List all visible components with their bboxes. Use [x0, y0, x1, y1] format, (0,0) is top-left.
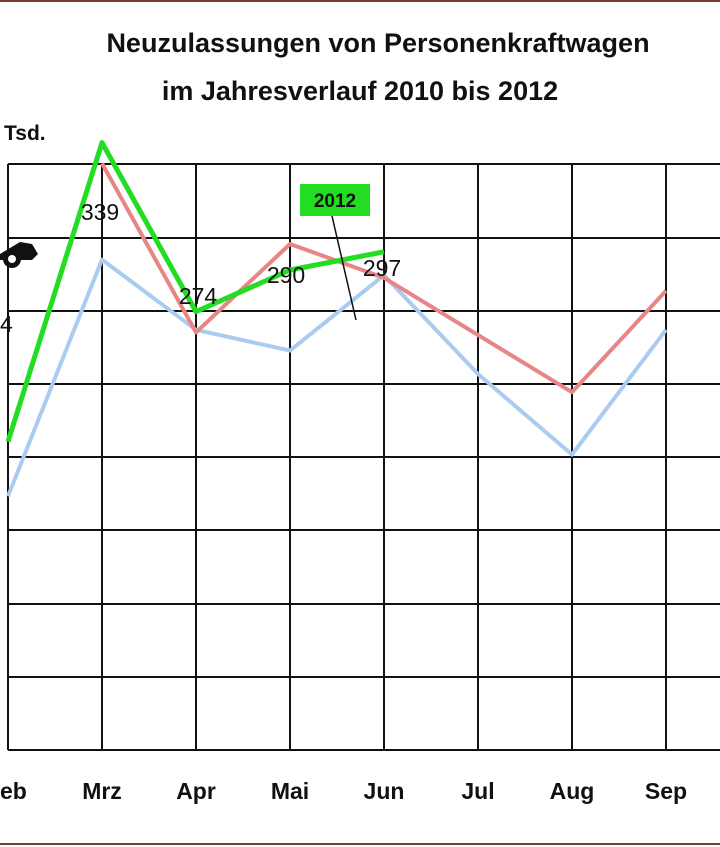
series-lines	[5, 140, 668, 497]
x-tick-label: Jun	[364, 778, 405, 804]
x-tick-label: Apr	[176, 778, 216, 804]
car-icon	[0, 242, 38, 268]
data-label: 297	[363, 255, 401, 281]
x-tick-label: Sep	[645, 778, 687, 804]
series-line-1	[100, 162, 668, 395]
series-tag-leader	[331, 215, 357, 321]
x-tick-label: Mrz	[82, 778, 122, 804]
y-axis-unit-label: Tsd.	[4, 122, 46, 145]
chart-title-line-1: Neuzulassungen von Personenkraftwagen	[106, 28, 650, 58]
data-label: 4	[0, 311, 13, 337]
series-tag-box	[300, 184, 370, 216]
series-line-2	[6, 257, 668, 497]
chart-title-line-2: im Jahresverlauf 2010 bis 2012	[161, 76, 559, 106]
data-label: 290	[267, 262, 305, 288]
series-tag: 2012	[300, 184, 370, 321]
x-axis-tick-labels: eb Mrz Apr Mai Jun Jul Aug Sep	[0, 778, 687, 804]
x-tick-label: Mai	[271, 778, 309, 804]
x-tick-label: eb	[0, 778, 27, 804]
data-label: 274	[179, 283, 218, 309]
data-label: 339	[81, 199, 119, 225]
series-tag-label: 2012	[314, 191, 356, 212]
series-line-2012	[5, 140, 385, 443]
x-tick-label: Jul	[461, 778, 494, 804]
data-labels: 4 339 274 290 297	[0, 199, 401, 337]
grid-lines	[7, 163, 720, 751]
x-tick-label: Aug	[550, 778, 595, 804]
